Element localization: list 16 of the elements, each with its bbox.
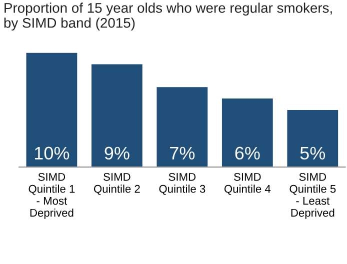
- data-label: 5%: [300, 146, 326, 160]
- x-tick-label: SIMD Quintile 1 - Most Deprived: [28, 172, 75, 219]
- data-label: 7%: [170, 146, 195, 160]
- bar: [222, 98, 273, 168]
- x-tick-label: SIMD Quintile 4: [224, 172, 271, 195]
- data-label: 10%: [35, 146, 70, 160]
- bar: [287, 110, 338, 168]
- data-label: 6%: [235, 146, 260, 160]
- x-tick-label: SIMD Quintile 2: [94, 172, 140, 195]
- bar: [26, 52, 78, 168]
- bar: [156, 87, 208, 168]
- chart-title: Proportion of 15 year olds who were regular smokers, by SIMD band (2015): [4, 2, 332, 31]
- x-tick-label: SIMD Quintile 5 - Least Deprived: [290, 172, 336, 219]
- x-tick-label: SIMD Quintile 3: [159, 172, 206, 195]
- data-label: 9%: [104, 146, 130, 160]
- bar: [91, 64, 142, 168]
